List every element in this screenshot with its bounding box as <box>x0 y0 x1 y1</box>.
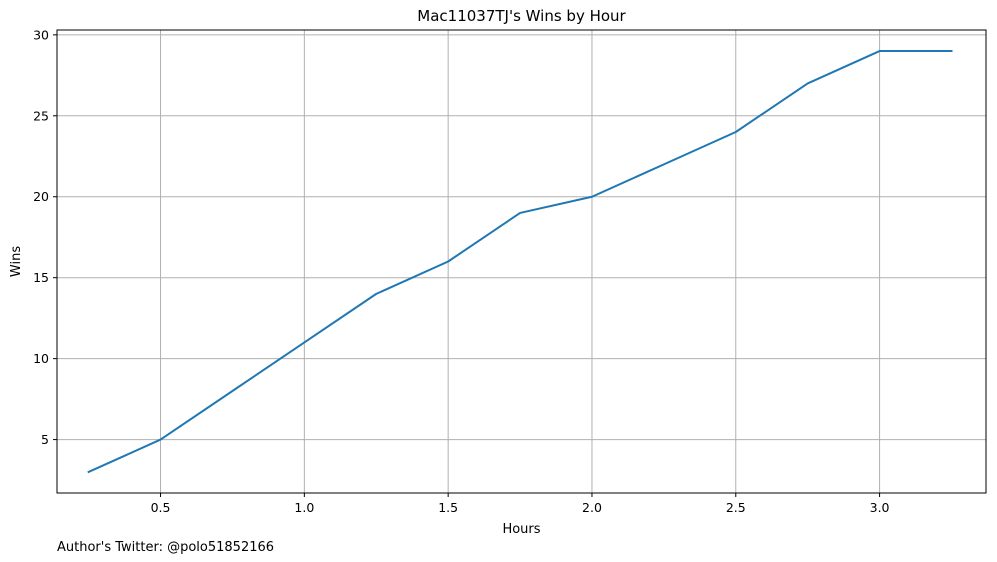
x-tick-label: 1.5 <box>438 500 458 515</box>
y-axis: 5 10 15 20 25 30 <box>33 27 57 447</box>
y-tick-label: 25 <box>33 108 49 123</box>
x-tick-label: 1.0 <box>294 500 314 515</box>
chart-title: Mac11037TJ's Wins by Hour <box>417 7 626 25</box>
grid <box>57 30 986 493</box>
author-credit: Author's Twitter: @polo51852166 <box>57 540 274 555</box>
y-tick-label: 10 <box>33 351 49 366</box>
x-axis: 0.5 1.0 1.5 2.0 2.5 3.0 <box>151 493 890 515</box>
y-tick-label: 20 <box>33 189 49 204</box>
y-axis-label: Wins <box>9 246 24 277</box>
y-tick-label: 30 <box>33 27 49 42</box>
x-axis-label: Hours <box>502 522 540 537</box>
y-tick-label: 15 <box>33 270 49 285</box>
y-tick-label: 5 <box>41 432 49 447</box>
x-tick-label: 2.5 <box>726 500 746 515</box>
x-tick-label: 0.5 <box>151 500 171 515</box>
x-tick-label: 3.0 <box>870 500 890 515</box>
series-layer <box>87 50 953 474</box>
series-line <box>87 50 953 474</box>
x-tick-label: 2.0 <box>582 500 602 515</box>
plot-frame <box>56 29 987 494</box>
